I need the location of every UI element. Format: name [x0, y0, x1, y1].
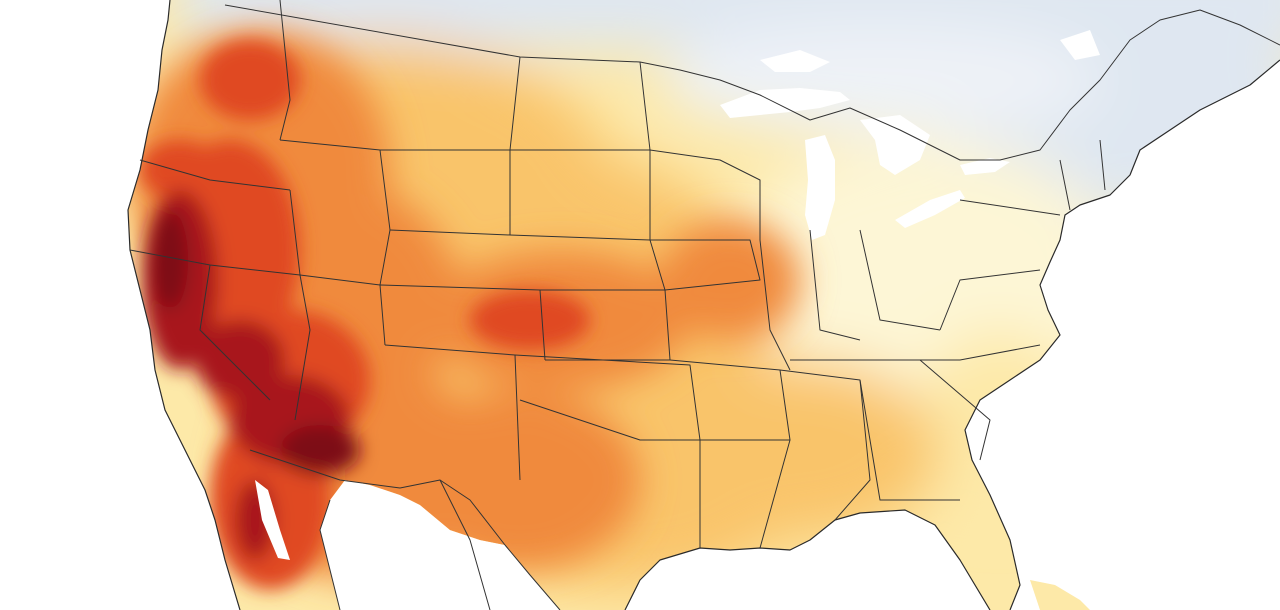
great-lakes — [255, 30, 1100, 560]
wa-or-border — [139, 159, 291, 191]
lake-erie — [895, 190, 965, 228]
chihuahua-coahuila-border — [439, 479, 491, 610]
nd-mn-border — [639, 61, 651, 151]
atlantic-coastline — [964, 59, 1280, 610]
new-england-border — [1059, 159, 1071, 211]
state-borders — [129, 0, 1106, 549]
iowa-hot-zone — [660, 220, 800, 340]
ms-al-border — [779, 369, 871, 521]
sd-border — [509, 149, 651, 241]
us-canada-border — [224, 4, 1280, 161]
in-border — [809, 229, 861, 341]
sonora-sinaloa-border — [319, 499, 341, 610]
lake-huron — [860, 115, 930, 175]
ok-border — [514, 354, 701, 441]
central-valley-core-zone — [152, 210, 188, 310]
us-mexico-border — [249, 449, 561, 610]
colorado-very-hot-zone — [470, 290, 590, 350]
tn-nc-border — [790, 344, 1041, 361]
mo-ar-border — [669, 359, 791, 441]
gulf-of-california — [255, 480, 290, 560]
lake-nipigon — [760, 50, 830, 72]
il-border — [759, 239, 791, 371]
pacific-coastline — [127, 0, 241, 610]
id-wy-border — [279, 139, 391, 286]
id-mt-border — [279, 0, 291, 141]
gulf-coastline — [624, 509, 991, 610]
nv-ut-border — [289, 189, 311, 421]
desert-core-zone — [280, 425, 360, 475]
ca-nv-border — [199, 264, 271, 401]
wv-va-border — [939, 269, 1041, 331]
oregon-coast-very-hot-zone — [140, 140, 220, 200]
ne-ia-border — [649, 239, 761, 291]
lake-michigan — [805, 135, 835, 240]
mojave-extreme-zone — [195, 320, 285, 400]
northern-lake — [1060, 30, 1100, 60]
ga-sc-border — [919, 359, 991, 461]
lake-ontario — [960, 158, 1010, 175]
nh-me-border — [1099, 139, 1106, 191]
washington-very-hot-zone — [200, 40, 300, 120]
ny-pa-border — [959, 199, 1061, 216]
oh-border — [859, 229, 941, 331]
mn-wi-border — [649, 149, 761, 240]
lake-superior — [720, 88, 850, 118]
al-ga-border — [859, 379, 960, 501]
la-ms-border — [759, 439, 791, 549]
gulf-warm-zone — [660, 360, 940, 540]
